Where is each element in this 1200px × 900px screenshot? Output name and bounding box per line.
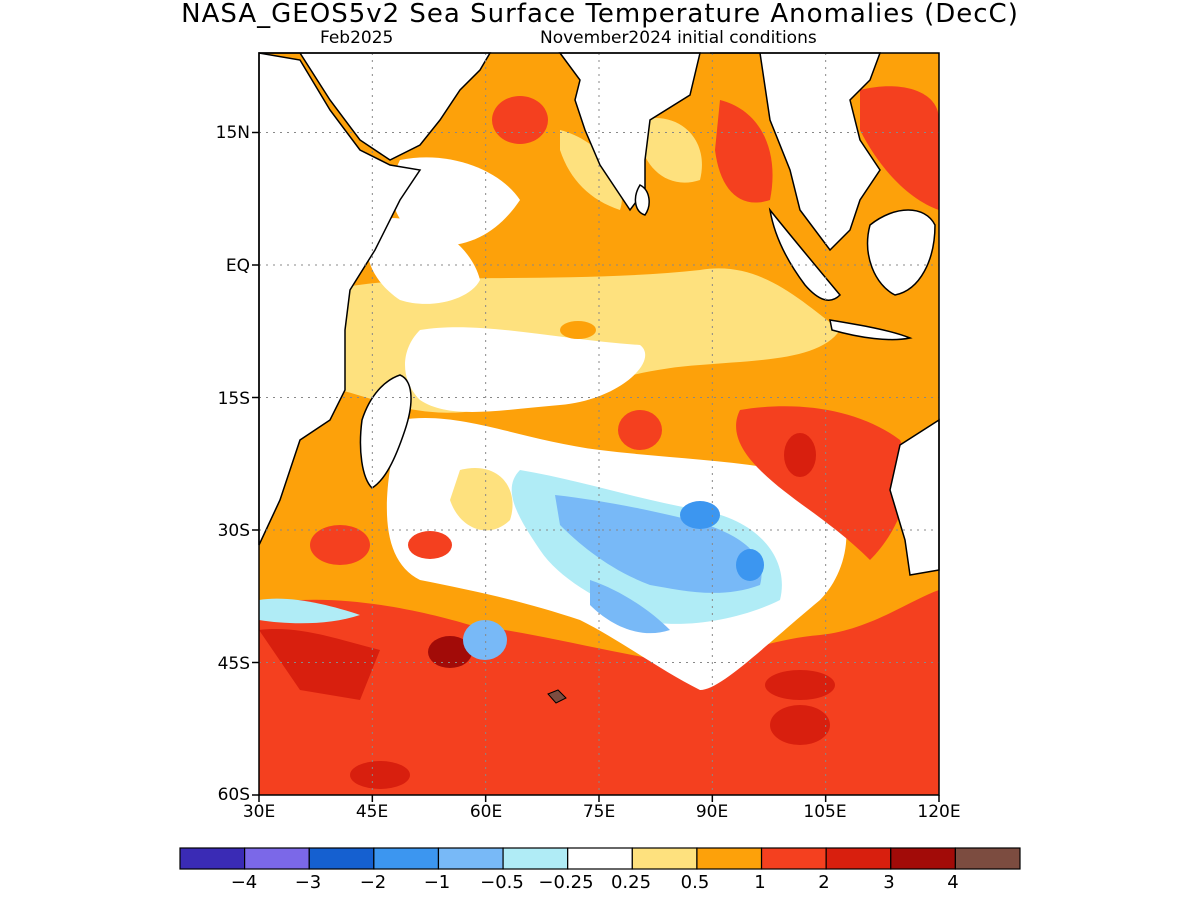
colorbar-swatch	[308, 847, 375, 870]
colorbar-label: −0.5	[480, 872, 524, 893]
colorbar-swatch	[502, 847, 569, 870]
cold-patch	[680, 501, 720, 529]
warm-patch	[259, 629, 380, 700]
colorbar-label: −0.25	[538, 872, 594, 893]
borneo	[866, 209, 936, 296]
arabian-peninsula	[259, 52, 492, 161]
warm-region	[736, 406, 909, 560]
cool-patch	[259, 598, 360, 624]
colorbar-swatch	[760, 847, 827, 870]
warm-patch	[765, 670, 835, 700]
southeast-asia	[710, 52, 882, 252]
colorbar-label: 0.5	[680, 872, 710, 893]
hot-patch	[428, 636, 472, 668]
colorbar-label: 0.25	[610, 872, 652, 893]
java	[829, 319, 913, 341]
colorbar-label: −1	[423, 872, 451, 893]
lon-label-105e: 105E	[803, 802, 847, 822]
colorbar-swatch	[437, 847, 504, 870]
neutral-patch	[405, 327, 646, 412]
colorbar-label: −2	[359, 872, 387, 893]
colorbar-swatch	[954, 847, 1021, 870]
initial-conditions: November2024 initial conditions	[540, 28, 817, 48]
map-title: NASA_GEOS5v2 Sea Surface Temperature Ano…	[181, 0, 1019, 29]
africa	[258, 52, 422, 546]
colorbar-swatch	[825, 847, 892, 870]
neutral-patch	[366, 218, 480, 304]
neutral-patch	[391, 157, 520, 246]
colorbar-swatch	[179, 847, 246, 870]
warm-patch	[715, 100, 773, 203]
kerguelen-island	[547, 689, 567, 704]
colorbar-label: 2	[818, 872, 830, 893]
colorbar-swatch	[567, 847, 633, 870]
lat-label-eq: EQ	[225, 256, 250, 276]
lat-label-15s: 15S	[217, 389, 250, 409]
lat-label-30s: 30S	[217, 521, 250, 541]
colorbar-swatch	[244, 847, 310, 870]
colorbar	[179, 847, 1021, 870]
colorbar-swatch	[696, 847, 763, 870]
axis-ticks	[252, 131, 940, 802]
lon-label-120e: 120E	[917, 802, 961, 822]
colorbar-label: −3	[294, 872, 322, 893]
warm-patch	[770, 705, 830, 745]
lat-label-60s: 60S	[217, 785, 250, 805]
colorbar-swatch	[890, 847, 956, 870]
lat-label-15n: 15N	[215, 123, 250, 143]
cool-patch	[463, 620, 507, 660]
warm-patch	[310, 525, 370, 565]
colorbar-label: 3	[883, 872, 895, 893]
land-masses	[258, 52, 940, 704]
colorbar-label: 1	[754, 872, 766, 893]
sri-lanka	[634, 184, 650, 216]
warm-patch	[618, 410, 662, 450]
warm-patch	[784, 433, 816, 477]
southern-warm-band	[259, 590, 939, 795]
cool-patch	[590, 580, 670, 634]
warm-patch	[492, 96, 548, 144]
warm-patch	[408, 531, 452, 559]
cold-patch	[736, 549, 764, 581]
warm-patch	[350, 761, 410, 789]
mild-patch	[450, 468, 513, 531]
colorbar-swatch	[631, 847, 698, 870]
colorbar-swatch	[373, 847, 440, 870]
gridlines	[259, 53, 939, 795]
lon-label-30e: 30E	[242, 802, 276, 822]
lon-label-90e: 90E	[695, 802, 729, 822]
forecast-month: Feb2025	[320, 28, 394, 48]
colorbar-label: −4	[230, 872, 258, 893]
lon-label-45e: 45E	[355, 802, 389, 822]
warm-patch	[560, 321, 596, 339]
warm-patch	[860, 86, 939, 210]
lat-label-45s: 45S	[217, 654, 250, 674]
mild-patch	[640, 118, 702, 183]
lon-label-60e: 60E	[469, 802, 503, 822]
colorbar-label: 4	[947, 872, 959, 893]
lon-label-75e: 75E	[582, 802, 616, 822]
mild-patch	[560, 130, 622, 210]
cool-region	[555, 495, 762, 593]
